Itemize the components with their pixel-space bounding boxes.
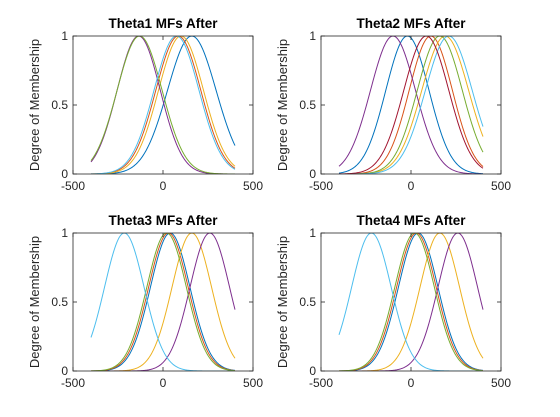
curves bbox=[90, 233, 236, 371]
curves bbox=[338, 36, 484, 174]
x-tick-label: 500 bbox=[243, 376, 263, 390]
x-tick-label: 0 bbox=[408, 179, 415, 193]
y-axis-label: Degree of Membership bbox=[275, 236, 290, 368]
mf-curve-3 bbox=[338, 36, 484, 174]
y-tick-label: 0.5 bbox=[299, 295, 316, 309]
axes-box bbox=[320, 35, 502, 175]
y-tick-label: 0 bbox=[309, 167, 316, 181]
y-tick-label: 1 bbox=[309, 226, 316, 240]
y-axis-label: Degree of Membership bbox=[27, 39, 42, 171]
mf-curve-5 bbox=[90, 36, 235, 174]
curves bbox=[338, 233, 484, 371]
mf-curve-5 bbox=[339, 36, 484, 174]
mf-curve-6 bbox=[339, 36, 484, 174]
x-tick-label: 500 bbox=[491, 179, 511, 193]
mf-curve-7 bbox=[338, 36, 484, 174]
mf-curve-2 bbox=[90, 233, 236, 371]
y-tick-label: 1 bbox=[61, 29, 68, 43]
y-tick-label: 0.5 bbox=[51, 98, 68, 112]
curves bbox=[90, 36, 236, 174]
subplot-title: Theta4 MFs After bbox=[356, 213, 466, 228]
mf-curve-6 bbox=[338, 233, 483, 371]
y-tick-label: 1 bbox=[61, 226, 68, 240]
y-tick-label: 0 bbox=[61, 364, 68, 378]
mf-curve-6 bbox=[90, 36, 236, 174]
y-tick-label: 1 bbox=[309, 29, 316, 43]
mf-curve-1 bbox=[90, 233, 236, 371]
subplot-title: Theta3 MFs After bbox=[108, 213, 218, 228]
mf-curve-2 bbox=[90, 36, 236, 174]
x-tick-label: 0 bbox=[408, 376, 415, 390]
x-tick-label: 0 bbox=[160, 376, 167, 390]
mf-curve-3 bbox=[91, 36, 236, 174]
y-tick-label: 0 bbox=[61, 167, 68, 181]
x-tick-label: -500 bbox=[61, 376, 85, 390]
y-tick-label: 0 bbox=[309, 364, 316, 378]
mf-curve-1 bbox=[338, 233, 484, 371]
y-axis-label: Degree of Membership bbox=[27, 236, 42, 368]
mf-curve-4 bbox=[338, 36, 483, 174]
subplot-title: Theta2 MFs After bbox=[356, 16, 466, 31]
x-tick-label: -500 bbox=[61, 179, 85, 193]
mf-curve-2 bbox=[338, 233, 484, 371]
x-tick-label: 500 bbox=[491, 376, 511, 390]
x-tick-label: 500 bbox=[243, 179, 263, 193]
mf-curve-6 bbox=[90, 233, 235, 371]
y-axis-label: Degree of Membership bbox=[275, 39, 290, 171]
y-tick-label: 0.5 bbox=[299, 98, 316, 112]
x-tick-label: 0 bbox=[160, 179, 167, 193]
subplot-title: Theta1 MFs After bbox=[108, 16, 218, 31]
mf-curve-1 bbox=[338, 36, 484, 174]
x-tick-label: -500 bbox=[309, 179, 333, 193]
x-tick-label: -500 bbox=[309, 376, 333, 390]
y-tick-label: 0.5 bbox=[51, 295, 68, 309]
mf-curve-2 bbox=[339, 36, 484, 174]
mf-curve-1 bbox=[91, 36, 236, 174]
